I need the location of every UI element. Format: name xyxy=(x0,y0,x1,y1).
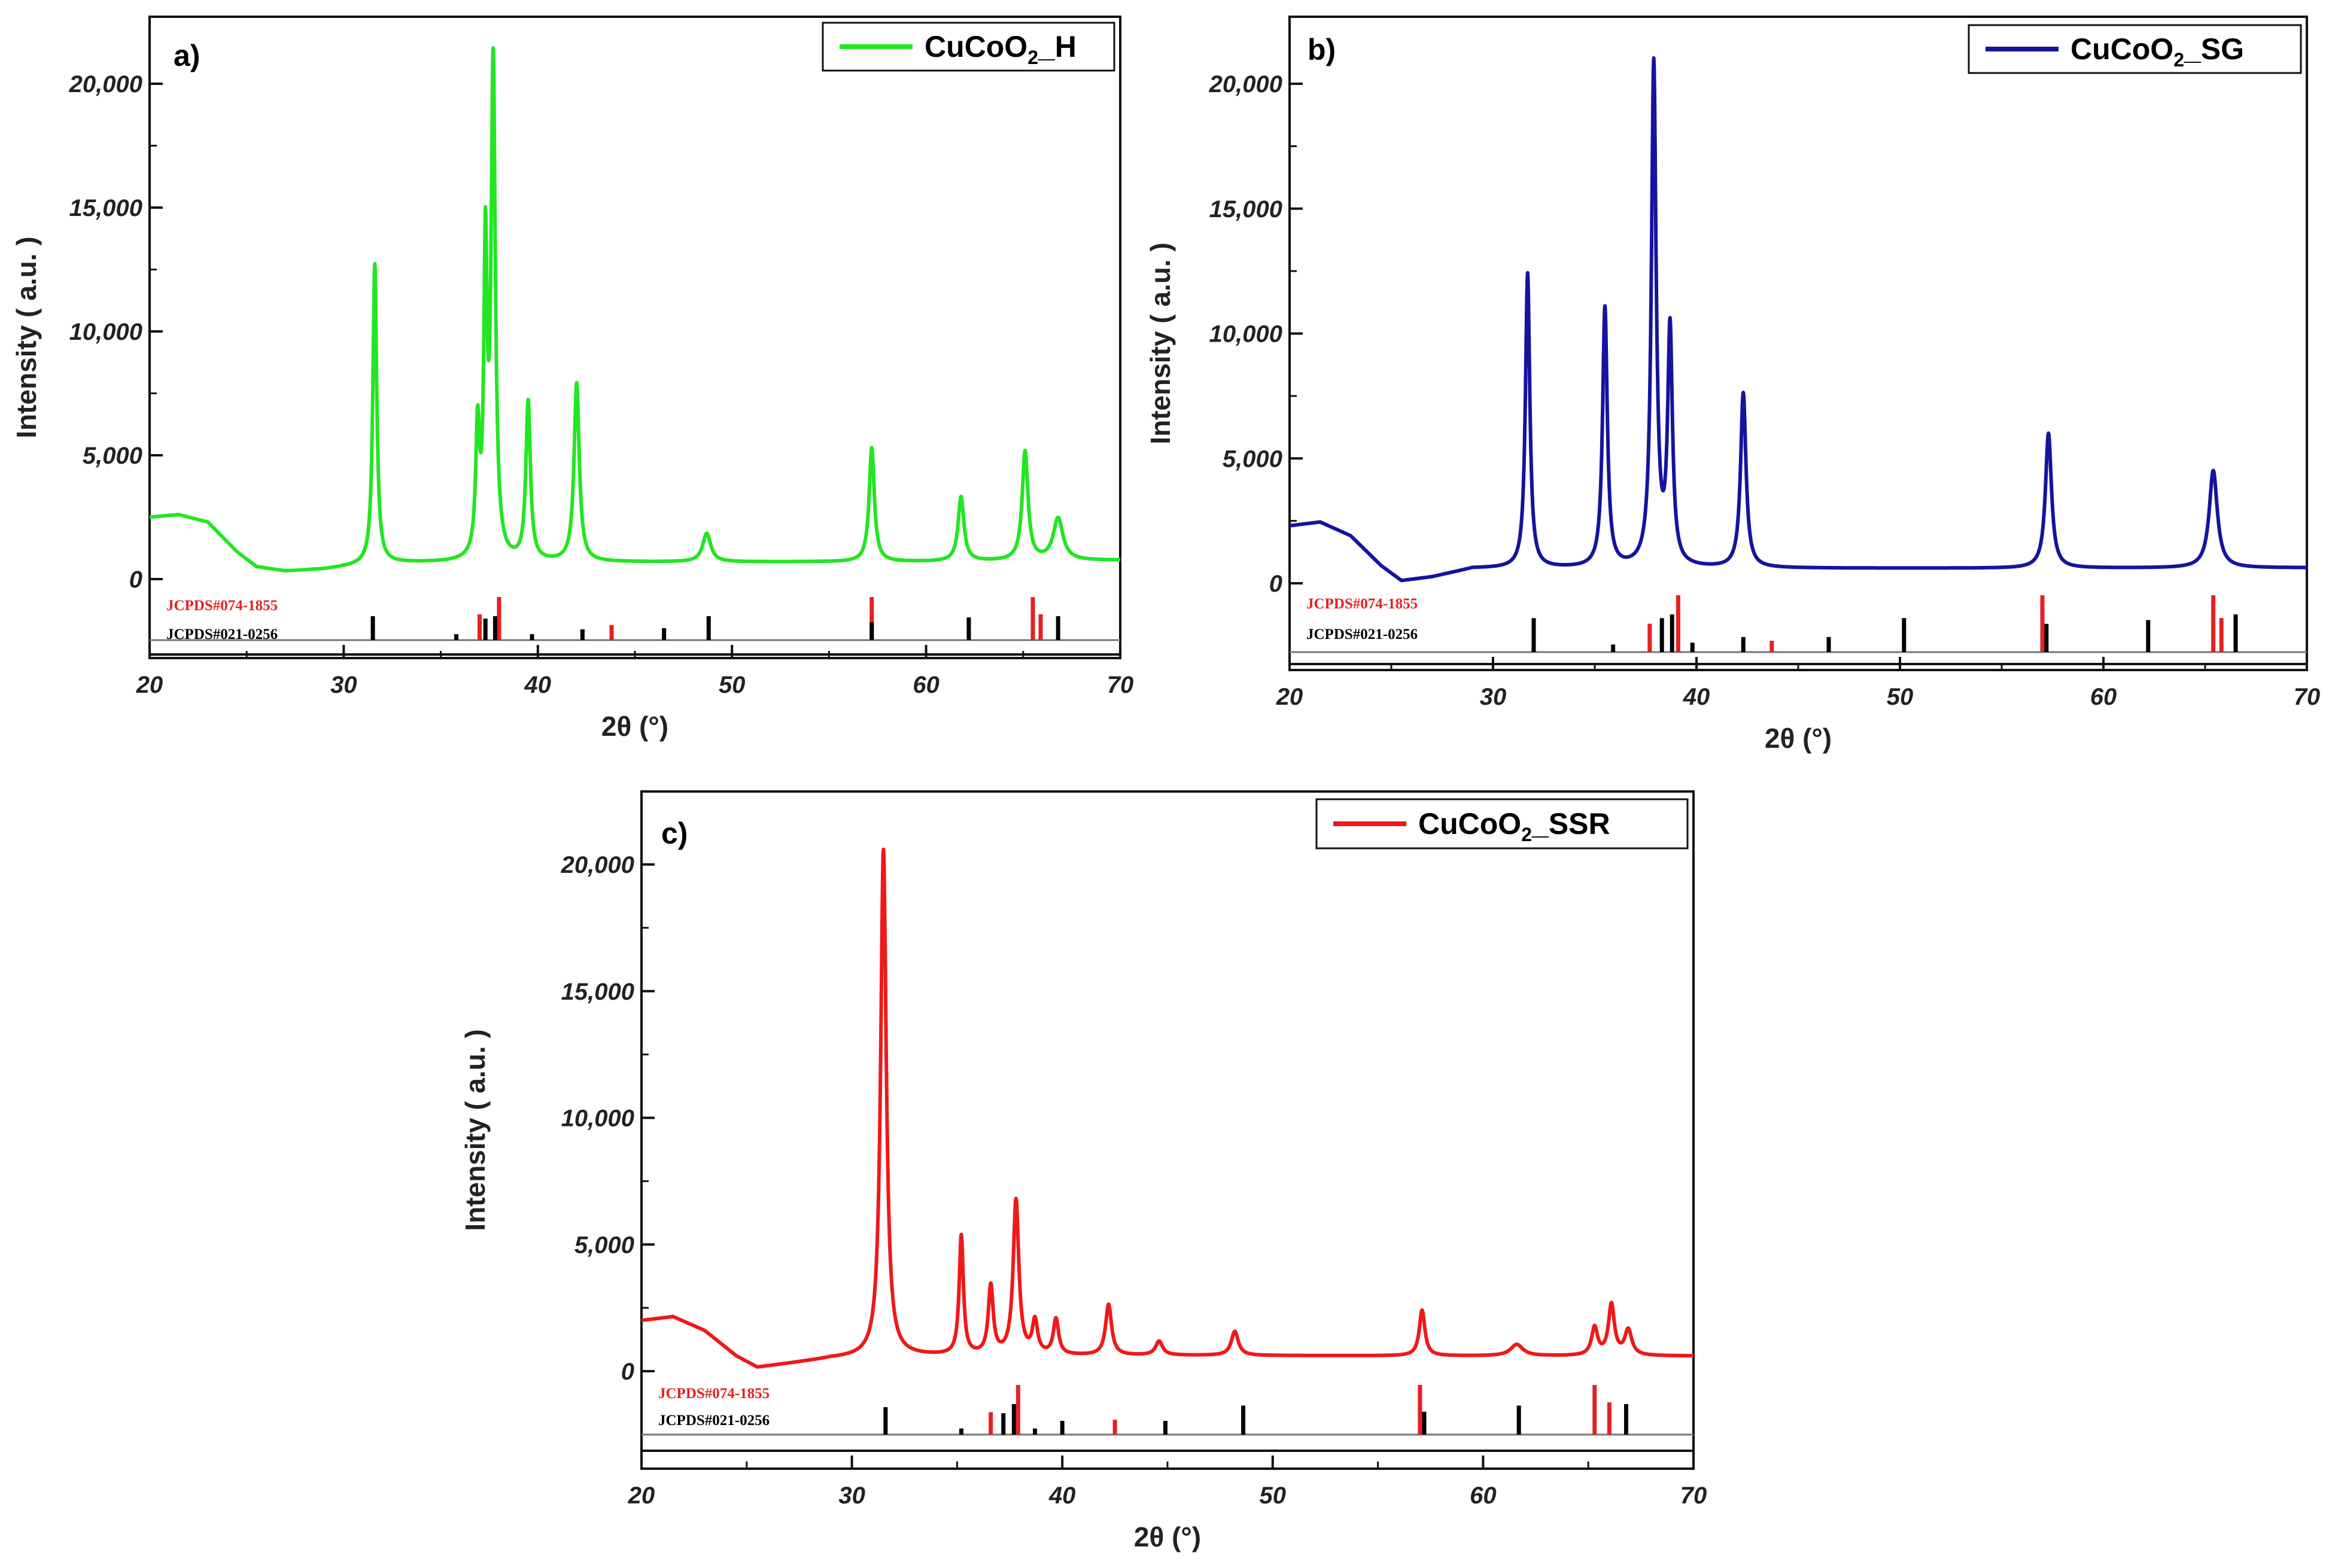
reference-pattern: JCPDS#021-0256 xyxy=(1306,614,2238,652)
legend-label: CuCoO2_H xyxy=(925,30,1077,68)
x-tick-label: 50 xyxy=(1887,684,1914,710)
legend: CuCoO2_SG xyxy=(1968,24,2302,74)
y-tick-label: 15,000 xyxy=(561,979,634,1005)
legend: CuCoO2_H xyxy=(822,22,1115,72)
x-tick-label: 30 xyxy=(838,1482,865,1509)
x-tick-label: 40 xyxy=(1683,684,1710,710)
reference-pattern: JCPDS#021-0256 xyxy=(658,1404,1628,1435)
reference-label: JCPDS#074-1855 xyxy=(1306,596,1418,612)
x-tick-label: 20 xyxy=(1276,684,1303,710)
y-tick-label: 10,000 xyxy=(69,319,142,345)
x-tick-label: 30 xyxy=(330,672,357,698)
plot-frame-b xyxy=(1288,16,2308,671)
x-tick-label: 70 xyxy=(1107,672,1134,698)
y-tick-label: 10,000 xyxy=(561,1106,634,1132)
reference-pattern: JCPDS#074-1855 xyxy=(658,1385,1612,1435)
reference-pattern: JCPDS#021-0256 xyxy=(166,616,1060,643)
y-tick-label: 0 xyxy=(1269,571,1282,597)
reference-label: JCPDS#021-0256 xyxy=(1306,626,1418,643)
y-tick-label: 5,000 xyxy=(83,443,142,469)
plot-frame-c xyxy=(640,790,1695,1470)
y-tick-label: 15,000 xyxy=(69,195,142,221)
panel-b: 0 5,000 10,000 15,000 20,000 20 30 40 50 60 70 2θ (… xyxy=(1145,16,2321,754)
x-tick-label: 50 xyxy=(1260,1482,1287,1509)
y-tick-label: 5,000 xyxy=(574,1232,634,1258)
x-tick-label: 50 xyxy=(719,672,746,698)
y-axis-title: Intensity ( a.u. ) xyxy=(1145,242,1176,444)
x-tick-label: 60 xyxy=(913,672,940,698)
x-axis-title: 2θ (°) xyxy=(1134,1521,1201,1552)
reference-pattern: JCPDS#074-1855 xyxy=(1306,595,2224,652)
legend-label: CuCoO2_SSR xyxy=(1418,807,1610,845)
x-tick-label: 60 xyxy=(1470,1482,1497,1509)
series-line-a xyxy=(148,46,1122,573)
x-tick-label: 70 xyxy=(2294,684,2321,710)
y-tick-label: 5,000 xyxy=(1223,446,1282,472)
y-tick-label: 20,000 xyxy=(561,852,634,878)
x-axis-title: 2θ (°) xyxy=(1765,723,1832,754)
y-tick-label: 20,000 xyxy=(1209,71,1282,98)
y-tick-label: 20,000 xyxy=(69,71,142,98)
reference-label: JCPDS#021-0256 xyxy=(658,1412,770,1429)
x-tick-label: 30 xyxy=(1480,684,1507,710)
y-tick-label: 0 xyxy=(129,567,142,593)
x-tick-label: 60 xyxy=(2090,684,2117,710)
panel-a: 0 5,000 10,000 15,000 20,000 20 30 40 50 60 70 2θ (… xyxy=(11,16,1134,742)
reference-label: JCPDS#021-0256 xyxy=(166,626,278,643)
y-tick-label: 15,000 xyxy=(1209,196,1282,223)
x-axis-title: 2θ (°) xyxy=(601,711,668,742)
x-tick-label: 20 xyxy=(628,1482,655,1509)
y-axis-title: Intensity ( a.u. ) xyxy=(11,236,42,438)
legend: CuCoO2_SSR xyxy=(1315,798,1689,850)
x-tick-label: 70 xyxy=(1680,1482,1707,1509)
panel-c: 0 5,000 10,000 15,000 20,000 20 30 40 50 60 70 2θ (… xyxy=(460,790,1707,1552)
y-axis-title: Intensity ( a.u. ) xyxy=(460,1029,491,1231)
reference-label: JCPDS#074-1855 xyxy=(658,1386,770,1402)
series-line-b xyxy=(1288,56,2309,583)
y-tick-label: 10,000 xyxy=(1209,321,1282,348)
panel-label: a) xyxy=(174,39,200,72)
x-tick-label: 40 xyxy=(524,672,552,698)
series-line-c xyxy=(640,847,1695,1369)
y-tick-label: 0 xyxy=(621,1359,634,1385)
legend-label: CuCoO2_SG xyxy=(2070,32,2244,71)
reference-label: JCPDS#074-1855 xyxy=(166,598,278,614)
x-tick-label: 40 xyxy=(1048,1482,1076,1509)
panel-label: c) xyxy=(661,817,688,850)
panel-label: b) xyxy=(1308,33,1336,66)
reference-pattern: JCPDS#074-1855 xyxy=(166,597,1043,640)
x-tick-label: 20 xyxy=(136,672,163,698)
